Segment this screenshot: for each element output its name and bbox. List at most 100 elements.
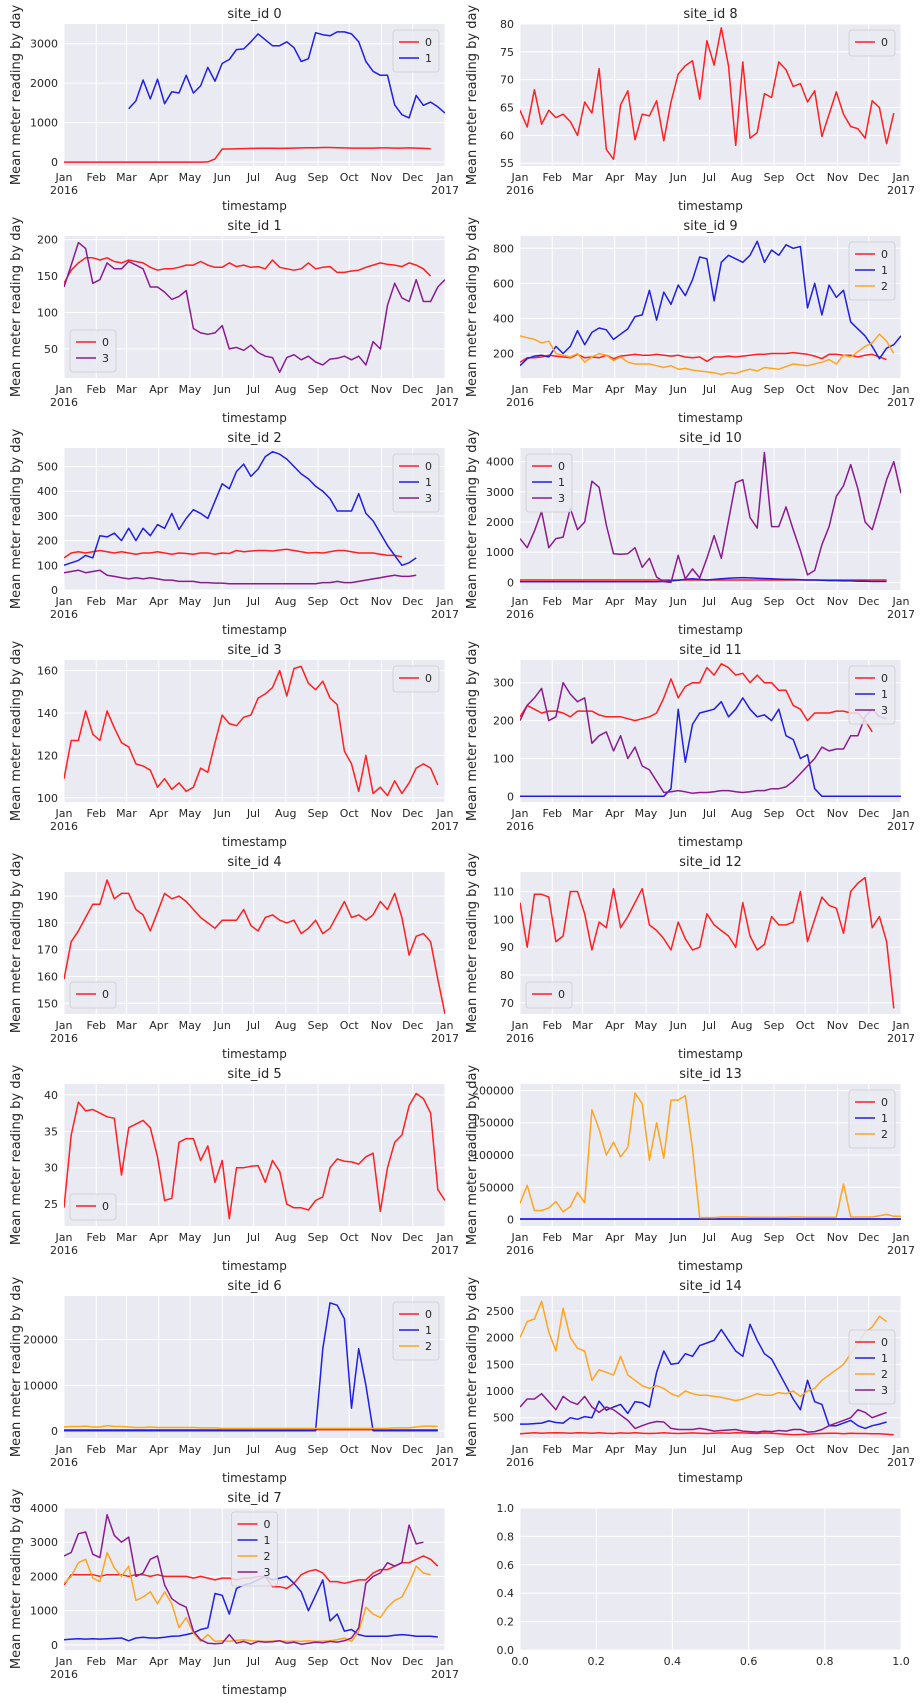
plot-area xyxy=(520,1508,901,1650)
legend-label: 1 xyxy=(558,476,565,489)
x-tick-label: Feb xyxy=(543,1231,562,1244)
y-tick-label: 30 xyxy=(44,1162,58,1175)
legend-frame xyxy=(848,1329,896,1405)
x-tick-label: Jun xyxy=(213,1231,231,1244)
x-tick-label: Sep xyxy=(308,383,329,396)
legend-label: 1 xyxy=(881,688,888,701)
y-tick-label: 150 xyxy=(37,997,58,1010)
plot-area xyxy=(64,1084,445,1226)
subplot-site_id-14: site_id 14 500 1000 1500 2000 2500 Jan 2016 Feb M… xyxy=(465,1277,915,1485)
legend-frame xyxy=(69,329,117,373)
x-tick-label: Feb xyxy=(543,171,562,184)
legend-label: 1 xyxy=(264,1534,271,1547)
legend: 0 1 3 xyxy=(848,665,896,725)
legend-label: 3 xyxy=(102,352,109,365)
legend: 0 1 3 xyxy=(525,453,573,513)
x-tick-label: Mar xyxy=(116,1231,137,1244)
x-tick-label: Jun xyxy=(669,1443,687,1456)
x-axis-label: timestamp xyxy=(222,411,287,425)
x-tick-label: Dec xyxy=(402,1443,423,1456)
x-tick-label: 0.8 xyxy=(816,1655,834,1668)
y-tick-label: 2000 xyxy=(30,77,58,90)
legend-label: 1 xyxy=(881,1112,888,1125)
y-tick-label: 10000 xyxy=(23,1379,58,1392)
x-tick-label: Feb xyxy=(87,171,106,184)
subplot-site_id-10: site_id 10 0 1000 2000 3000 4000 Jan 2016 Feb Mar… xyxy=(465,429,915,637)
legend-frame xyxy=(392,29,440,73)
x-tick-label: Mar xyxy=(572,1443,593,1456)
x-axis-label: timestamp xyxy=(678,1047,743,1061)
legend: 0 xyxy=(848,29,896,57)
y-tick-label: 0.0 xyxy=(497,1644,515,1657)
y-tick-label: 190 xyxy=(37,890,58,903)
x-tick-label: Dec xyxy=(858,383,879,396)
x-tick-label: Sep xyxy=(764,1443,785,1456)
x-tick-label: Aug xyxy=(275,1019,296,1032)
y-tick-label: 0.4 xyxy=(497,1587,515,1600)
series-group xyxy=(64,450,417,585)
series-line-2 xyxy=(64,1424,438,1430)
y-tick-label: 0.6 xyxy=(497,1559,515,1572)
x-tick-label: Jan 2016 xyxy=(506,1231,534,1257)
y-tick-label: 180 xyxy=(37,917,58,930)
subplot-title: site_id 10 xyxy=(679,431,742,446)
legend: 0 1 2 xyxy=(392,1301,440,1361)
x-tick-label: Jul xyxy=(246,1231,260,1244)
series-line-3 xyxy=(520,1392,887,1433)
plot-area xyxy=(520,872,901,1014)
y-tick-label: 50 xyxy=(44,343,58,356)
x-tick-label: Aug xyxy=(275,171,296,184)
x-tick-label: Jul xyxy=(702,1231,716,1244)
legend-label: 2 xyxy=(881,1368,888,1381)
x-tick-label: 0.4 xyxy=(664,1655,682,1668)
x-tick-label: Apr xyxy=(149,171,169,184)
x-axis-label: timestamp xyxy=(222,1047,287,1061)
x-tick-label: Dec xyxy=(402,1231,423,1244)
x-tick-label: Jan 2017 xyxy=(431,1655,459,1681)
series-group xyxy=(520,1092,901,1220)
x-tick-label: Mar xyxy=(116,171,137,184)
x-tick-label: Jul xyxy=(246,807,260,820)
y-tick-label: 150000 xyxy=(472,1117,514,1130)
series-group xyxy=(520,663,901,798)
legend-label: 0 xyxy=(881,1096,888,1109)
series-line-3 xyxy=(64,241,445,373)
legend-frame xyxy=(392,665,440,693)
y-tick-label: 90 xyxy=(500,941,514,954)
y-tick-label: 150 xyxy=(37,270,58,283)
subplot-title: site_id 4 xyxy=(227,855,281,870)
series-group xyxy=(64,879,445,1014)
legend-frame xyxy=(848,1089,896,1149)
x-tick-label: Jun xyxy=(213,1655,231,1668)
series-line-0 xyxy=(64,548,403,559)
x-tick-label: Aug xyxy=(731,1443,752,1456)
series-group xyxy=(520,876,895,1009)
x-tick-label: May xyxy=(179,1231,202,1244)
x-tick-label: Jun xyxy=(213,1443,231,1456)
x-axis-label: timestamp xyxy=(678,199,743,213)
x-tick-label: Sep xyxy=(308,1019,329,1032)
x-axis-label: timestamp xyxy=(222,1683,287,1697)
x-tick-label: Apr xyxy=(605,171,625,184)
subplot-site_id-8: site_id 8 55 60 65 70 75 80 Jan 2016 Feb Mar Apr May… xyxy=(465,5,915,213)
x-tick-label: May xyxy=(635,171,658,184)
y-axis-label: Mean meter reading by day xyxy=(9,429,24,610)
x-tick-label: Apr xyxy=(149,1231,169,1244)
series-line-1 xyxy=(520,576,887,583)
x-tick-label: Sep xyxy=(764,383,785,396)
x-tick-label: Sep xyxy=(308,595,329,608)
y-axis-label: Mean meter reading by day xyxy=(465,1065,480,1246)
x-tick-label: May xyxy=(635,1019,658,1032)
x-tick-label: Jan 2016 xyxy=(50,807,78,833)
x-tick-label: Aug xyxy=(275,383,296,396)
x-tick-label: Jun xyxy=(669,171,687,184)
y-axis-label: Mean meter reading by day xyxy=(465,853,480,1034)
x-tick-label: Aug xyxy=(275,1231,296,1244)
x-axis-label: timestamp xyxy=(678,1259,743,1273)
x-tick-label: Jan 2017 xyxy=(431,1443,459,1469)
y-tick-label: 0 xyxy=(507,1214,514,1227)
x-tick-label: Sep xyxy=(308,1443,329,1456)
series-line-1 xyxy=(64,450,417,567)
series-line-3 xyxy=(520,451,901,584)
legend-label: 0 xyxy=(425,460,432,473)
